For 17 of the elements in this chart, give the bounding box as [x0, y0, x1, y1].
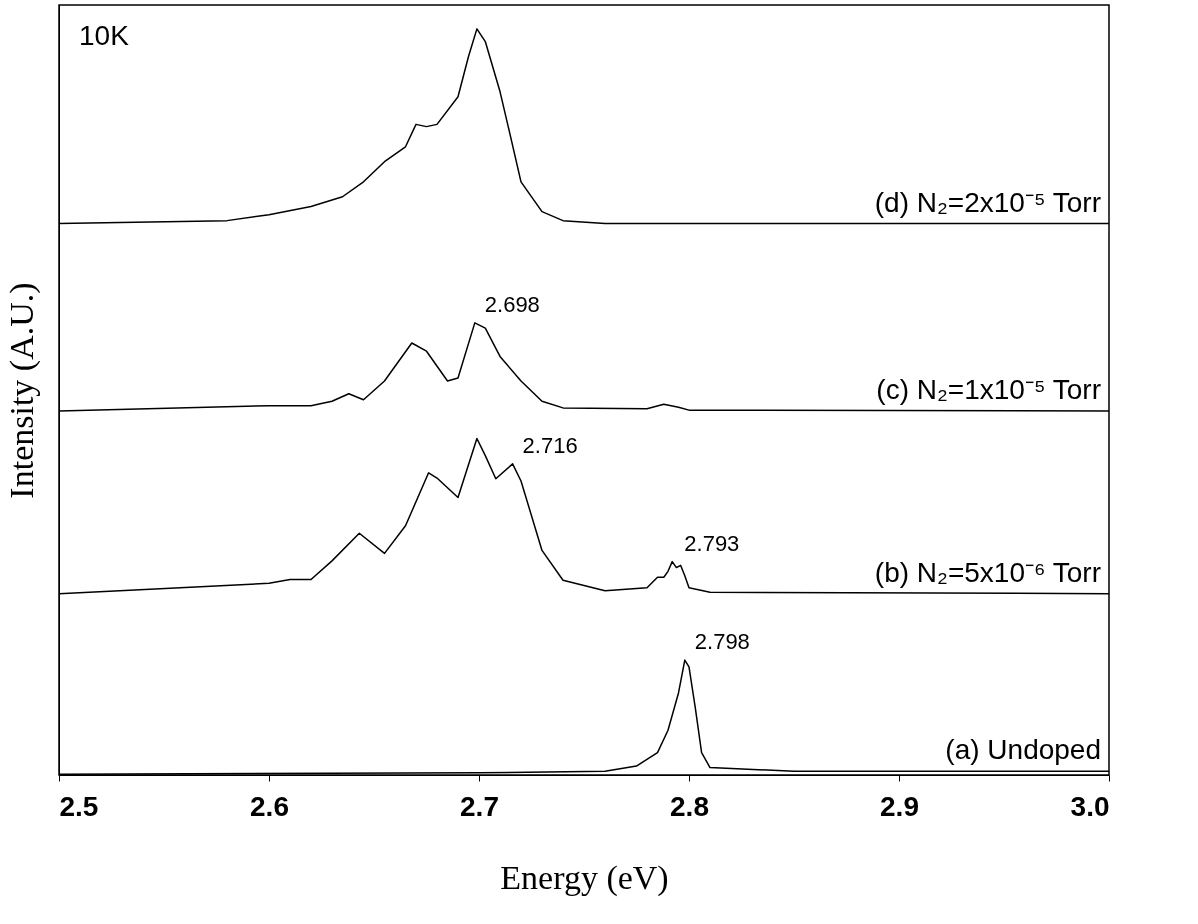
x-tick-label: 2.8	[670, 790, 709, 822]
annotation: 2.698	[484, 291, 540, 317]
annotation: 2.716	[522, 432, 578, 458]
y-axis-title: Intensity (A.U.)	[2, 282, 41, 499]
annotation: 10K	[79, 20, 130, 51]
x-tick-label: 2.5	[59, 790, 99, 822]
x-tick-label: 2.9	[880, 790, 919, 822]
annotation: 2.793	[684, 530, 740, 556]
x-tick-label: 3.0	[1070, 790, 1110, 822]
x-axis-title: Energy (eV)	[500, 858, 669, 897]
series-label: (c) N₂=1x10⁻⁵ Torr	[876, 373, 1101, 405]
x-tick-label: 2.6	[250, 790, 289, 822]
x-tick-label: 2.7	[460, 790, 499, 822]
series-label: (a) Undoped	[945, 734, 1101, 766]
series-label: (b) N₂=5x10⁻⁶ Torr	[874, 556, 1101, 588]
annotation: 2.798	[694, 629, 750, 655]
series-label: (d) N₂=2x10⁻⁵ Torr	[874, 186, 1101, 218]
